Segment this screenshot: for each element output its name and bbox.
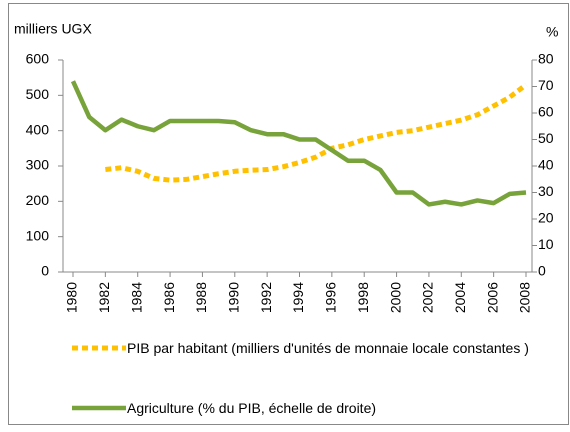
x-tick-label: 2004 (452, 282, 468, 313)
y2-tick-label: 80 (538, 51, 554, 67)
y2-tick-label: 20 (538, 210, 554, 226)
y-tick-label: 0 (41, 263, 49, 279)
x-tick-label: 1986 (161, 282, 177, 313)
y-axis-label: milliers UGX (14, 21, 92, 37)
series-line (70, 80, 527, 207)
x-tick-label: 1994 (290, 282, 306, 313)
x-tick-label: 2002 (420, 282, 436, 313)
x-tick-label: 1990 (225, 282, 241, 313)
y-tick-label: 400 (26, 121, 50, 137)
x-tick-label: 2000 (387, 282, 403, 313)
y-tick-label: 200 (26, 192, 50, 208)
x-tick-label: 1996 (323, 282, 339, 313)
y-tick-label: 100 (26, 227, 50, 243)
series-line (105, 82, 528, 183)
y2-tick-label: 30 (538, 183, 554, 199)
chart-border (8, 3, 569, 425)
y-tick-label: 300 (26, 157, 50, 173)
y2-tick-label: 70 (538, 77, 554, 93)
x-tick-label: 1982 (96, 282, 112, 313)
y2-tick-label: 0 (538, 263, 546, 279)
y2-tick-label: 10 (538, 236, 554, 252)
x-tick-label: 2006 (484, 282, 500, 313)
y2-tick-label: 60 (538, 104, 554, 120)
y2-tick-label: 40 (538, 157, 554, 173)
x-tick-label: 1984 (128, 282, 144, 313)
x-tick-label: 1992 (258, 282, 274, 313)
x-tick-label: 1998 (355, 282, 371, 313)
y2-tick-label: 50 (538, 130, 554, 146)
y-tick-label: 600 (26, 51, 50, 67)
x-tick-label: 1980 (64, 282, 80, 313)
legend-label: PIB par habitant (milliers d'unités de m… (127, 340, 529, 356)
x-tick-label: 2008 (517, 282, 533, 313)
legend-label: Agriculture (% du PIB, échelle de droite… (127, 400, 377, 416)
y2-axis-label: % (546, 24, 558, 40)
x-tick-label: 1988 (193, 282, 209, 313)
y-tick-label: 500 (26, 86, 50, 102)
